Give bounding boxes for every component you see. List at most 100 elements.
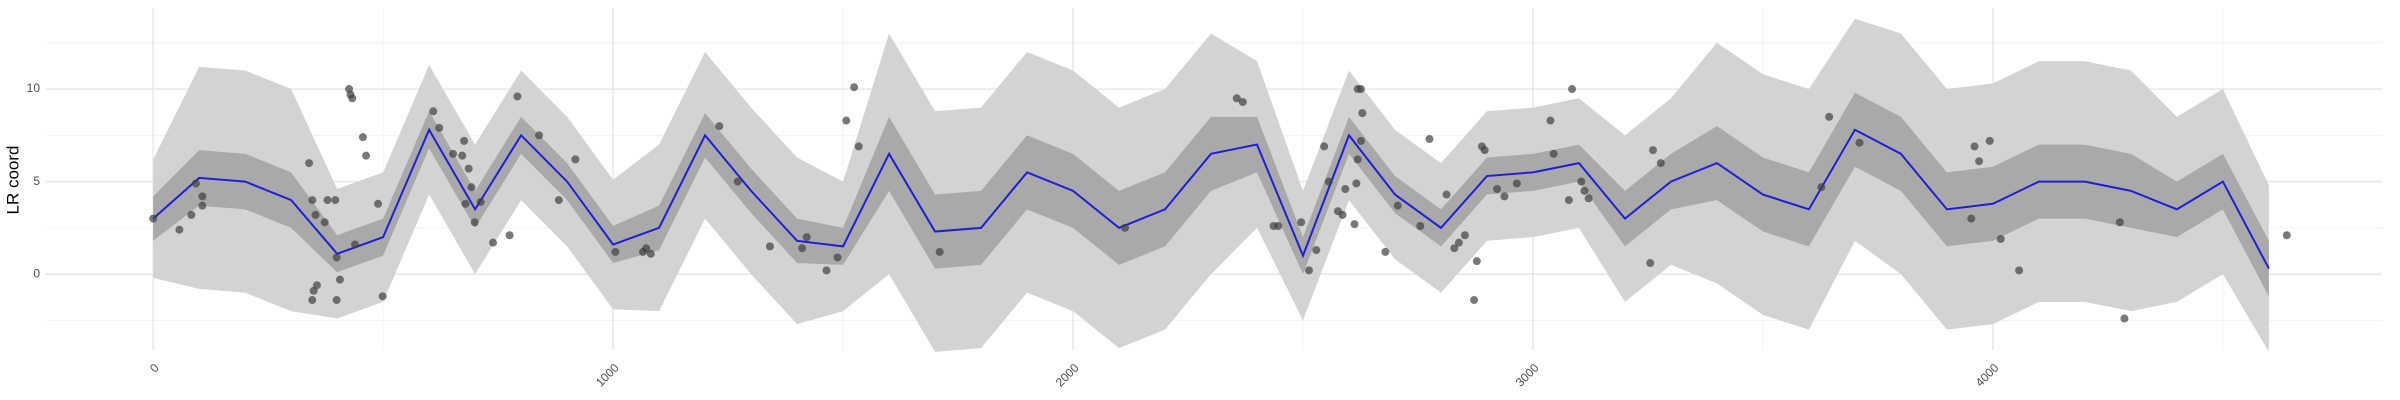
data-point xyxy=(1996,234,2005,243)
data-point xyxy=(1493,184,1502,193)
data-point xyxy=(461,199,470,208)
data-point xyxy=(331,196,340,205)
data-point xyxy=(1817,183,1826,192)
data-point xyxy=(332,296,341,305)
data-point xyxy=(1442,190,1451,199)
data-point xyxy=(1350,220,1359,229)
data-point xyxy=(842,116,851,125)
data-point xyxy=(476,197,485,206)
data-point xyxy=(765,242,774,251)
data-point xyxy=(2015,266,2024,275)
data-point xyxy=(935,247,944,256)
data-point xyxy=(175,225,184,234)
data-point xyxy=(1580,186,1589,195)
data-point xyxy=(460,136,469,145)
x-tick-label: 1000 xyxy=(593,360,622,389)
data-point xyxy=(1312,246,1321,255)
data-point xyxy=(1416,222,1425,231)
data-point xyxy=(1232,94,1241,103)
data-point xyxy=(312,281,321,290)
data-point xyxy=(1472,257,1481,266)
data-point xyxy=(571,155,580,164)
data-point xyxy=(187,210,196,219)
data-point xyxy=(449,149,458,158)
data-point xyxy=(1341,184,1350,193)
data-point xyxy=(1324,177,1333,186)
data-point xyxy=(1381,247,1390,256)
x-tick-label: 2000 xyxy=(1053,360,1082,389)
data-point xyxy=(1646,259,1655,268)
data-point xyxy=(323,196,332,205)
data-point xyxy=(335,275,344,284)
data-point xyxy=(308,196,317,205)
data-point xyxy=(320,218,329,227)
y-tick-label: 10 xyxy=(27,81,41,95)
data-point xyxy=(1967,214,1976,223)
data-point xyxy=(642,244,651,253)
data-point xyxy=(358,133,367,142)
data-point xyxy=(374,199,383,208)
data-point xyxy=(489,238,498,247)
data-point xyxy=(1855,138,1864,147)
data-point xyxy=(305,159,314,168)
data-point xyxy=(1649,146,1658,155)
data-point xyxy=(798,244,807,253)
data-point xyxy=(332,253,341,262)
x-tick-label: 4000 xyxy=(1973,360,2002,389)
data-point xyxy=(1356,136,1365,145)
data-point xyxy=(646,249,655,258)
data-point xyxy=(1584,194,1593,203)
data-point xyxy=(611,247,620,256)
data-point xyxy=(1577,177,1586,186)
data-point xyxy=(1460,231,1469,240)
confidence-band xyxy=(153,92,2269,297)
data-point xyxy=(311,210,320,219)
y-tick-label: 0 xyxy=(33,266,40,280)
data-point xyxy=(715,122,724,131)
data-point xyxy=(833,253,842,262)
data-point xyxy=(1238,98,1247,107)
data-point xyxy=(1500,192,1509,201)
data-point xyxy=(1512,179,1521,188)
y-axis-title: LR coord xyxy=(3,146,22,215)
data-point xyxy=(149,214,158,223)
data-point xyxy=(1985,136,1994,145)
data-point xyxy=(535,131,544,140)
data-point xyxy=(1975,157,1984,166)
data-point xyxy=(362,151,371,160)
data-point xyxy=(1564,196,1573,205)
data-point xyxy=(2120,314,2129,323)
data-point xyxy=(1358,109,1367,118)
data-point xyxy=(435,123,444,132)
data-point xyxy=(458,151,467,160)
data-point xyxy=(1450,244,1459,253)
data-point xyxy=(308,296,317,305)
data-point xyxy=(1121,223,1130,232)
data-point xyxy=(351,240,360,249)
x-tick-label: 0 xyxy=(147,360,162,375)
data-point xyxy=(378,292,387,301)
data-point xyxy=(1549,149,1558,158)
data-point xyxy=(348,94,357,103)
data-point xyxy=(1274,222,1283,231)
data-point xyxy=(1352,179,1361,188)
data-point xyxy=(1320,142,1329,151)
data-point xyxy=(2282,231,2291,240)
data-point xyxy=(1356,85,1365,94)
mean-line xyxy=(152,127,2270,270)
y-tick-label: 5 xyxy=(33,174,40,188)
data-point xyxy=(1297,218,1306,227)
data-point xyxy=(1470,296,1479,305)
data-point xyxy=(470,218,479,227)
data-point xyxy=(850,83,859,92)
data-point xyxy=(1304,266,1313,275)
data-point xyxy=(1480,146,1489,155)
x-tick-label: 3000 xyxy=(1513,360,1542,389)
data-point xyxy=(1425,135,1434,144)
data-point xyxy=(1825,112,1834,121)
data-point xyxy=(198,192,207,201)
data-point xyxy=(1656,159,1665,168)
data-point xyxy=(1546,116,1555,125)
data-point xyxy=(467,183,476,192)
